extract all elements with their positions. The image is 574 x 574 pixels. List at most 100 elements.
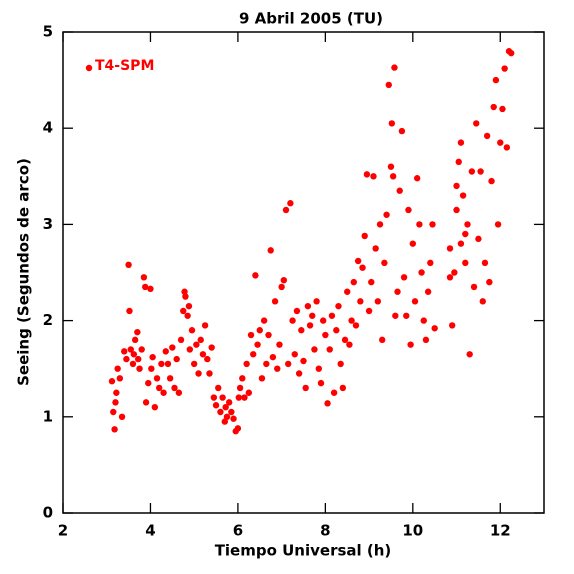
data-point [451,269,458,276]
data-point [346,341,353,348]
data-point [370,173,377,180]
x-tick-label: 6 [233,522,243,540]
data-point [113,389,120,396]
data-point [127,346,134,353]
data-point [267,247,274,254]
plot-frame [62,31,545,514]
data-point [462,230,469,238]
data-point [269,353,277,361]
data-point [409,240,417,247]
data-point [177,336,185,344]
data-point [352,322,360,329]
data-point [284,360,292,368]
data-point [228,408,235,416]
data-point [416,221,423,228]
data-point [368,278,375,286]
data-point [193,341,200,348]
data-point [254,341,261,348]
data-point [135,355,142,363]
data-point [153,375,161,382]
data-point [265,331,272,339]
data-point [405,206,412,214]
x-tick-label: 8 [320,522,330,540]
data-point [148,365,155,372]
data-point [479,298,486,305]
data-point [298,327,305,334]
data-point [164,360,172,368]
data-point [446,274,454,281]
data-point [234,425,242,432]
data-point [289,317,296,324]
data-point [241,394,248,401]
data-point [424,288,432,295]
data-point [256,327,263,334]
data-point [372,245,379,252]
data-point [473,120,480,127]
data-point [422,336,430,344]
data-point [403,312,410,319]
data-point [212,402,220,409]
data-point [186,346,194,353]
data-point [374,298,382,305]
data-point [136,365,143,372]
data-point [457,139,465,146]
data-point [147,285,154,293]
legend-marker [85,64,93,72]
data-point [217,408,224,416]
data-point [134,328,141,336]
data-point [245,389,253,396]
data-point [464,221,471,228]
data-point [258,375,266,382]
data-point [477,168,484,175]
data-point [169,344,176,351]
data-point [418,269,425,276]
data-point [131,336,139,344]
data-point [339,384,347,392]
data-point [497,139,504,146]
data-point [210,394,218,401]
data-point [252,272,259,279]
data-point [140,274,148,281]
x-tick-label: 10 [402,522,423,540]
legend-label: T4-SPM [95,58,154,74]
y-tick-label: 3 [43,215,53,233]
data-point [223,413,231,420]
data-point [175,389,183,396]
data-point [287,200,294,207]
data-point [348,317,355,324]
data-point [411,298,419,305]
data-point [149,353,156,361]
data-point [381,259,388,267]
data-point [222,403,229,411]
data-point [394,288,401,295]
data-point [490,103,497,111]
data-point [313,298,320,305]
data-point [448,322,456,329]
data-point [388,120,396,127]
data-point [181,288,188,295]
y-tick-label: 4 [43,119,53,137]
x-tick-label: 4 [145,522,155,540]
data-point [185,302,193,310]
data-point [413,175,421,182]
data-point [123,355,130,363]
data-point [315,365,323,372]
data-point [379,336,386,344]
data-point [365,307,373,315]
data-point [354,257,362,265]
data-point [160,389,167,396]
data-point [114,365,121,372]
data-point [398,127,406,135]
x-tick-label: 2 [58,522,68,540]
data-point [457,240,465,247]
data-point [243,360,250,368]
data-point [311,346,318,353]
data-point [385,81,392,89]
data-point [350,278,357,286]
data-point [184,312,191,319]
data-point [121,348,128,355]
y-tick-label: 1 [43,407,53,425]
data-point [459,192,467,199]
data-point [199,351,207,358]
data-point [118,413,126,420]
